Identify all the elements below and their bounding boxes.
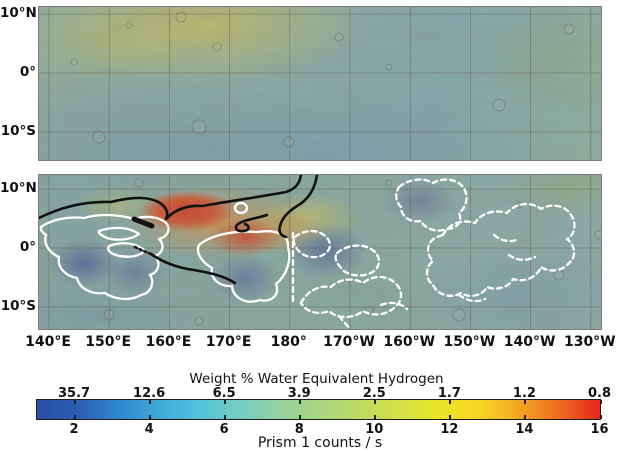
x-tick-label: 170°E xyxy=(205,334,252,350)
counts-tick-label: 2 xyxy=(69,422,79,437)
weh-tick-label: 6.5 xyxy=(212,386,236,401)
weh-tick-label: 3.9 xyxy=(287,386,311,401)
colorbar-tick-mark xyxy=(74,415,77,419)
counts-tick-label: 14 xyxy=(515,422,534,437)
colorbar-tick-mark xyxy=(449,400,452,404)
colorbar-tick-mark xyxy=(299,415,302,419)
x-tick-label: 180° xyxy=(270,334,307,350)
weh-tick-label: 35.7 xyxy=(57,386,91,401)
map-panel-top xyxy=(38,6,602,161)
grid-lines-top xyxy=(39,7,601,160)
colorbar-tick-mark xyxy=(599,400,602,404)
colorbar-tick-mark xyxy=(224,415,227,419)
white-dashed-outline xyxy=(291,178,576,329)
colorbar-gradient xyxy=(37,400,600,419)
x-tick-label: 160°W xyxy=(383,334,436,350)
x-tick-label: 160°E xyxy=(145,334,192,350)
weh-tick-label: 2.5 xyxy=(362,386,386,401)
counts-tick-label: 8 xyxy=(294,422,304,437)
counts-tick-label: 16 xyxy=(590,422,609,437)
x-tick-label: 150°W xyxy=(443,334,496,350)
weh-tick-label: 0.8 xyxy=(587,386,612,401)
x-tick-label: 130°W xyxy=(563,334,616,350)
colorbar-tick-mark xyxy=(599,415,602,419)
x-tick-label: 140°W xyxy=(503,334,556,350)
crater-marks xyxy=(70,11,575,148)
map-overlay-bottom xyxy=(39,175,601,329)
y-tick-label-bottom: 10°S xyxy=(0,298,36,314)
weh-tick-label: 1.2 xyxy=(512,386,536,401)
colorbar-counts-scale: 2 4 6 8 10 12 14 16 xyxy=(0,422,624,437)
weh-tick-label: 12.6 xyxy=(133,386,166,401)
colorbar-tick-mark xyxy=(149,415,152,419)
colorbar-title: Weight % Water Equivalent Hydrogen xyxy=(189,371,444,387)
colorbar-tick-mark xyxy=(524,400,527,404)
counts-tick-label: 4 xyxy=(144,422,154,437)
colorbar-tick-mark xyxy=(224,400,227,404)
colorbar-tick-mark xyxy=(449,415,452,419)
colorbar-tick-mark xyxy=(299,400,302,404)
y-tick-label-top: 10°N xyxy=(0,5,37,21)
weh-tick-label: 1.7 xyxy=(437,386,461,401)
colorbar-tick-mark xyxy=(524,415,527,419)
y-tick-label-bottom: 10°N xyxy=(0,180,37,196)
y-tick-label-top: 0° xyxy=(19,64,36,80)
terrain-grain-texture xyxy=(39,7,601,160)
map-overlay-top xyxy=(39,7,601,160)
x-axis-labels: 140°E 150°E 160°E 170°E 180° 170°W 160°W 150°W 1… xyxy=(0,334,624,352)
colorbar-tick-mark xyxy=(374,415,377,419)
counts-tick-label: 6 xyxy=(219,422,229,437)
y-tick-label-bottom: 0° xyxy=(19,239,36,255)
x-tick-label: 150°E xyxy=(85,334,132,350)
colorbar xyxy=(36,399,602,420)
x-tick-label: 170°W xyxy=(323,334,375,350)
counts-tick-label: 10 xyxy=(365,422,384,437)
colorbar-tick-mark xyxy=(149,400,152,404)
colorbar-xlabel: Prism 1 counts / s xyxy=(257,435,383,451)
counts-tick-label: 12 xyxy=(440,422,459,437)
colorbar-tick-mark xyxy=(374,400,377,404)
y-tick-label-top: 10°S xyxy=(0,123,36,139)
black-solid-outline xyxy=(39,175,319,285)
terrain-grain-texture xyxy=(39,175,601,329)
colorbar-tick-mark xyxy=(74,400,77,404)
map-panel-bottom xyxy=(38,174,602,330)
colorbar-weh-scale: 35.7 12.6 6.5 3.9 2.5 1.7 1.2 0.8 xyxy=(0,386,624,401)
x-tick-label: 140°E xyxy=(25,334,71,350)
